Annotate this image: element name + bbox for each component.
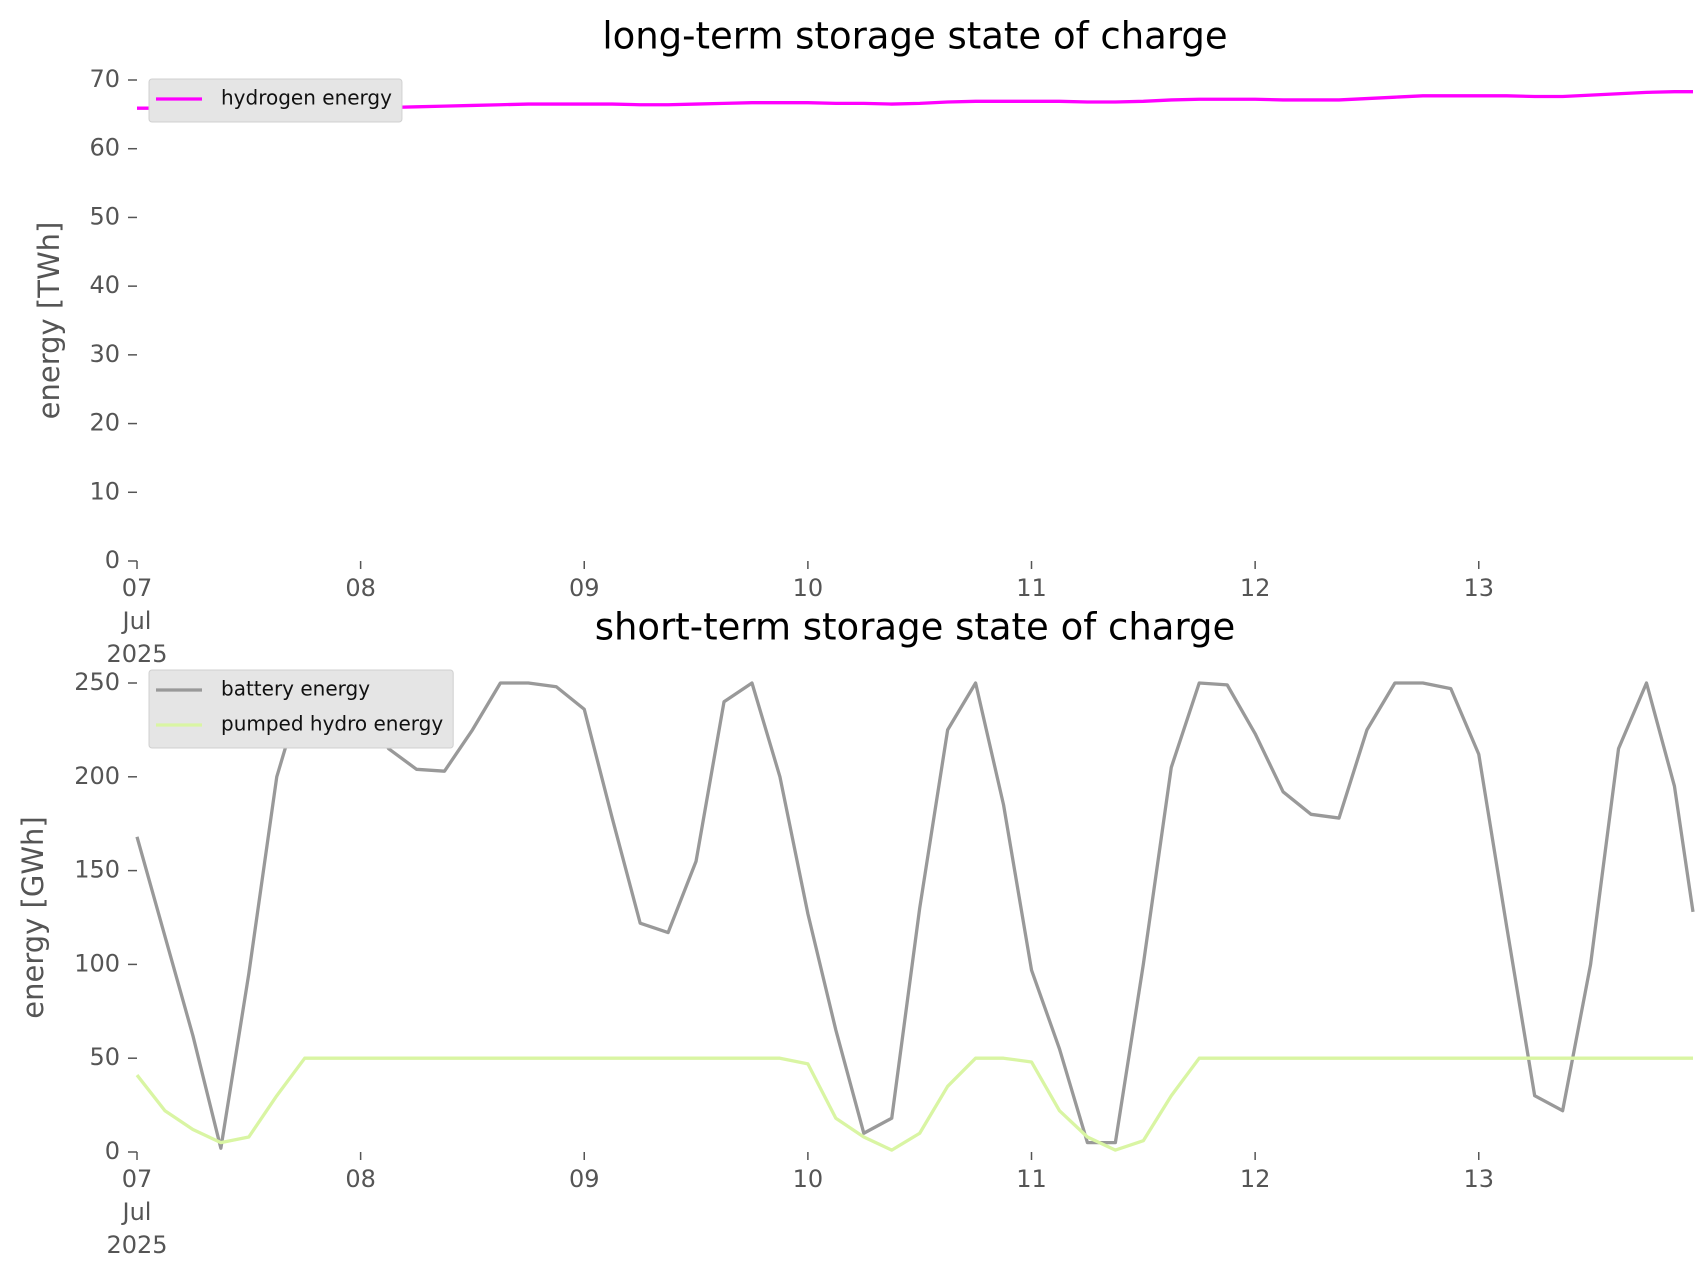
y-tick-label: 100: [74, 949, 120, 977]
y-tick-label: 50: [89, 1043, 120, 1071]
x-tick-label: 07 Jul 2025: [106, 1165, 168, 1259]
y-axis-label: energy [GWh]: [16, 816, 50, 1018]
x-tick-label: 12: [1239, 574, 1271, 602]
y-tick-label: 0: [105, 546, 120, 574]
chart-title: long-term storage state of charge: [602, 15, 1227, 58]
y-tick-label: 20: [89, 409, 120, 437]
y-tick-label: 0: [105, 1137, 120, 1165]
x-tick-label: 11: [1016, 1165, 1047, 1193]
y-tick-label: 30: [89, 340, 120, 368]
x-tick-label: 12: [1239, 1165, 1271, 1193]
x-tick-label: 08: [345, 1165, 376, 1193]
y-tick-label: 10: [89, 477, 120, 505]
x-tick-label: 11: [1016, 574, 1047, 602]
x-tick-label: 10: [792, 1165, 824, 1193]
legend-label: hydrogen energy: [221, 86, 392, 110]
x-tick-label: 10: [792, 574, 824, 602]
x-tick-label: 13: [1463, 574, 1495, 602]
y-tick-label: 40: [89, 271, 120, 299]
y-tick-label: 50: [89, 202, 120, 230]
x-tick-label: 09: [568, 1165, 600, 1193]
chart-title: short-term storage state of charge: [595, 606, 1236, 649]
series-line: [135, 1056, 1693, 1152]
x-tick-label: 07 Jul 2025: [106, 574, 168, 668]
y-tick-label: 70: [89, 65, 120, 93]
y-tick-label: 150: [74, 856, 120, 884]
x-tick-label: 09: [568, 574, 600, 602]
series-line: [135, 681, 1695, 1150]
legend-label: battery energy: [221, 677, 370, 701]
y-tick-label: 250: [74, 668, 120, 696]
legend: hydrogen energy: [148, 78, 403, 123]
legend-label: pumped hydro energy: [221, 712, 443, 736]
y-tick-label: 60: [89, 134, 120, 162]
legend-box: [148, 669, 454, 749]
x-tick-label: 08: [345, 574, 376, 602]
legend: battery energy pumped hydro energy: [148, 669, 454, 749]
x-tick-label: 13: [1463, 1165, 1495, 1193]
legend-box: [148, 78, 403, 123]
y-axis-label: energy [TWh]: [32, 222, 66, 420]
y-tick-label: 200: [74, 762, 120, 790]
